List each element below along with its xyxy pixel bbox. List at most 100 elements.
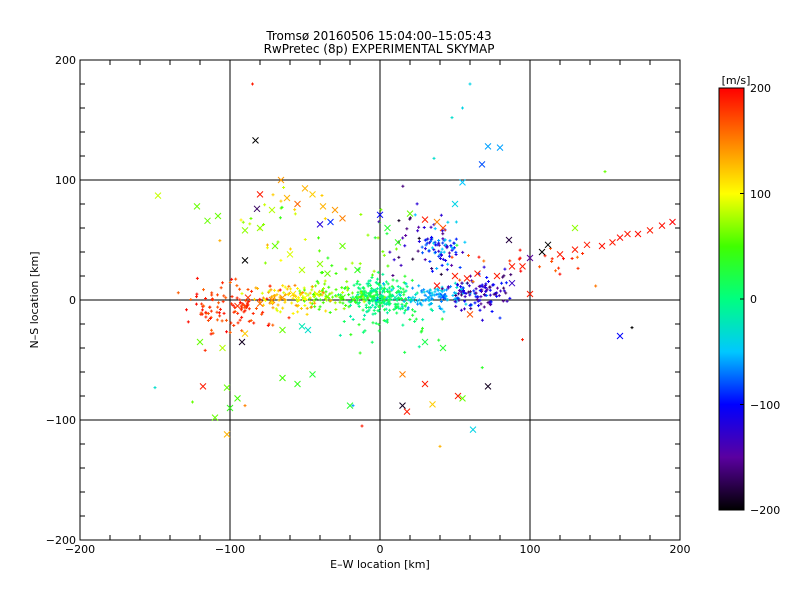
data-point (221, 300, 225, 304)
data-point (362, 300, 366, 304)
data-point (208, 317, 212, 321)
data-point (339, 215, 346, 222)
grid-lines (80, 60, 680, 540)
data-point (294, 380, 301, 388)
data-point (184, 308, 188, 312)
data-point (407, 296, 411, 300)
data-point (468, 293, 472, 297)
data-point (399, 263, 403, 267)
data-point (274, 307, 278, 311)
data-point (508, 296, 512, 300)
data-point (433, 293, 437, 297)
data-point (204, 315, 208, 319)
data-point (374, 290, 378, 294)
data-point (244, 294, 252, 301)
data-point (271, 193, 275, 197)
data-point (245, 303, 249, 307)
data-point (288, 247, 292, 251)
data-point (209, 332, 213, 336)
data-point (544, 241, 552, 249)
data-point (411, 313, 415, 317)
data-point (249, 217, 253, 221)
data-point (401, 287, 405, 291)
data-point (308, 296, 312, 300)
data-point (379, 298, 383, 302)
data-point (279, 326, 286, 334)
data-point (234, 395, 241, 402)
data-point (381, 272, 385, 276)
data-point (521, 338, 524, 342)
data-point (241, 257, 249, 264)
data-point (482, 265, 486, 269)
colorbar-tick-label: 200 (750, 82, 771, 95)
data-point (416, 249, 420, 253)
data-point (624, 230, 631, 238)
data-point (445, 244, 449, 248)
data-point (317, 307, 321, 311)
data-point (347, 305, 351, 309)
data-point (435, 292, 439, 296)
data-point (202, 288, 206, 292)
data-point (285, 287, 289, 291)
data-point (247, 307, 251, 311)
data-point (482, 305, 486, 309)
data-point (286, 251, 294, 258)
data-point (252, 297, 256, 301)
data-point (378, 301, 382, 305)
data-point (526, 290, 534, 298)
data-point (429, 401, 436, 408)
data-point (206, 311, 210, 315)
data-point (420, 251, 424, 255)
data-point (418, 302, 422, 306)
data-point (415, 291, 419, 295)
x-tick-label: −200 (65, 543, 95, 556)
data-point (203, 348, 207, 352)
data-point (251, 82, 254, 86)
data-point (230, 277, 234, 281)
data-point (421, 338, 429, 346)
data-point (384, 224, 391, 232)
data-point (204, 310, 208, 314)
data-point (428, 259, 432, 263)
data-point (229, 321, 233, 325)
data-point (385, 318, 389, 322)
data-point (318, 305, 322, 309)
data-point (450, 255, 454, 259)
data-point (508, 279, 516, 287)
data-point (377, 220, 381, 224)
data-point (269, 288, 273, 292)
data-point (221, 281, 225, 285)
data-point (222, 294, 226, 298)
data-point (421, 380, 429, 388)
data-point (423, 258, 427, 262)
x-axis-label: E–W location [km] (330, 558, 430, 571)
data-point (425, 289, 429, 293)
data-point (394, 239, 402, 246)
data-point (278, 310, 282, 314)
data-point (609, 239, 616, 246)
data-point (393, 302, 397, 306)
data-point (323, 217, 327, 221)
data-point (248, 222, 252, 226)
data-point (417, 298, 421, 302)
data-point (265, 297, 269, 301)
data-point (430, 297, 434, 301)
data-point (339, 294, 346, 301)
data-point (459, 293, 463, 297)
data-point (302, 286, 306, 290)
data-point (370, 276, 374, 280)
data-point (359, 296, 363, 300)
data-point (402, 281, 406, 285)
data-point (316, 281, 320, 285)
data-point (370, 286, 374, 290)
data-point (315, 279, 319, 283)
data-point (478, 161, 486, 168)
data-point (463, 275, 471, 282)
data-point (302, 299, 306, 303)
data-point (222, 311, 226, 315)
data-point (381, 250, 385, 254)
data-point (355, 282, 359, 286)
data-point (383, 299, 387, 303)
data-point (450, 263, 454, 267)
data-point (450, 245, 454, 249)
